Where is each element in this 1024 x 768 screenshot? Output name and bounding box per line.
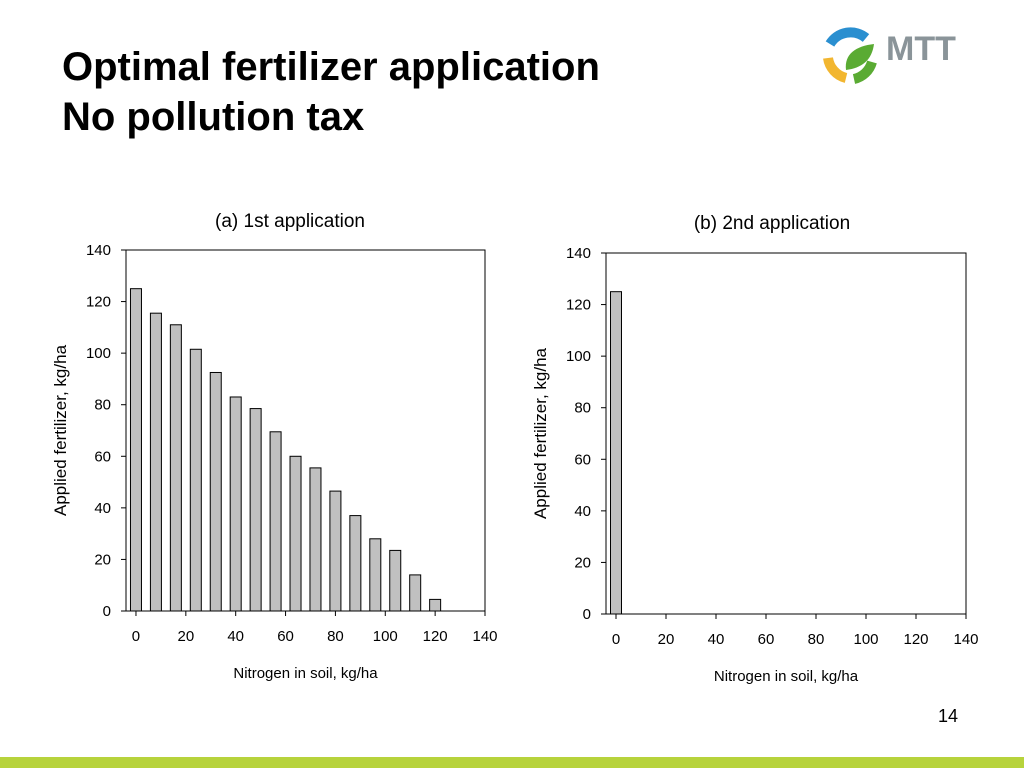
mtt-logo-icon [823,27,877,84]
chart-b-x-tick-label: 100 [853,631,878,648]
chart-a-bar [369,538,382,612]
chart-a-x-tick-label: 80 [327,628,344,645]
chart-a-plot-frame [125,249,486,612]
chart-b-y-tick-label: 100 [566,348,591,365]
chart-a-y-tick-label: 20 [94,551,111,568]
chart-a-x-tick-label: 120 [423,628,448,645]
chart-a-bar [429,598,442,612]
chart-b-plot-frame [605,252,967,615]
chart-a-y-tick-label: 100 [86,345,111,362]
chart-a-bar [229,396,242,612]
chart-a-bar [189,348,202,612]
chart-a-y-tick-label: 80 [94,397,111,414]
chart-b-y-tick-label: 120 [566,297,591,314]
chart-a-title: (a) 1st application [215,211,365,232]
chart-a-bar [309,467,322,612]
chart-a-y-axis-label: Applied fertilizer, kg/ha [51,344,70,516]
slide-title-line1: Optimal fertilizer application [62,45,600,89]
chart-a-bar [129,288,142,612]
chart-b-x-tick-label: 140 [953,631,978,648]
chart-b-y-tick-label: 80 [574,400,591,417]
chart-b-x-tick-label: 40 [708,631,725,648]
chart-a-bar [249,408,262,612]
chart-a-y-tick-label: 120 [86,294,111,311]
chart-b-x-tick-label: 0 [612,631,620,648]
slide-title: Optimal fertilizer application No pollut… [62,42,600,142]
chart-a-x-tick-label: 0 [132,628,140,645]
chart-b-x-axis-label: Nitrogen in soil, kg/ha [714,668,859,685]
mtt-logo: MTT [823,27,956,84]
chart-a-y-tick-label: 40 [94,500,111,517]
chart-b-y-tick-label: 140 [566,245,591,262]
chart-a-bar [389,549,402,612]
page-number: 14 [938,706,959,726]
chart-a-x-axis-label: Nitrogen in soil, kg/ha [233,665,378,682]
chart-b-x-tick-label: 20 [658,631,675,648]
bottom-accent-bar [0,757,1024,768]
chart-a-bar [269,431,282,612]
chart-a-x-tick-label: 20 [177,628,194,645]
chart-a-bar [349,515,362,612]
chart-b-bar [610,291,622,615]
chart-a-y-tick-label: 0 [103,603,111,620]
chart-a-y-tick-label: 60 [94,448,111,465]
chart-a-bar [289,455,302,612]
chart-a-x-tick-label: 40 [227,628,244,645]
chart-b-y-tick-label: 0 [583,606,591,623]
chart-b-title: (b) 2nd application [693,213,851,234]
chart-b-y-tick-label: 60 [574,451,591,468]
chart-a-bar [169,324,182,612]
chart-b-x-tick-label: 80 [808,631,825,648]
chart-b-x-tick-label: 120 [903,631,928,648]
chart-a-bar [329,490,342,612]
chart-b-x-tick-label: 60 [758,631,775,648]
chart-b-y-axis-label: Applied fertilizer, kg/ha [531,347,550,519]
slide-title-line2: No pollution tax [62,95,365,139]
chart-a-y-tick-label: 140 [86,242,111,259]
chart-a-x-tick-label: 60 [277,628,294,645]
chart-a-x-tick-label: 140 [472,628,497,645]
logo-text: MTT [886,30,956,68]
chart-a-bar [149,312,162,612]
chart-a-bar [209,371,222,612]
chart-a-x-tick-label: 100 [373,628,398,645]
chart-b-y-tick-label: 20 [574,554,591,571]
chart-a-bar [409,574,422,612]
chart-b-y-tick-label: 40 [574,503,591,520]
